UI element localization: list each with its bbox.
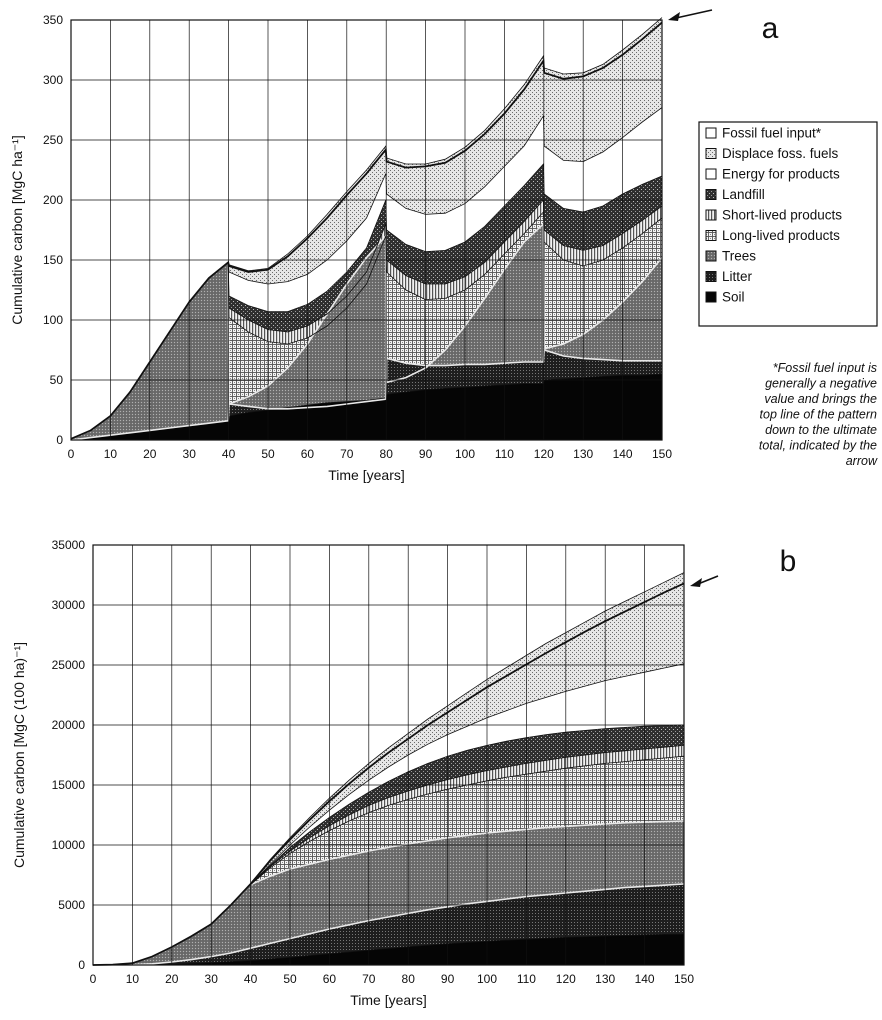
y-tick-label: 50 xyxy=(50,373,64,387)
x-tick-label: 60 xyxy=(301,447,315,461)
y-axis-label: Cumulative carbon [MgC (100 ha)⁻¹] xyxy=(11,642,27,868)
x-tick-label: 60 xyxy=(323,972,337,986)
x-tick-label: 80 xyxy=(402,972,416,986)
x-tick-label: 120 xyxy=(556,972,576,986)
legend-swatch-displace-foss-fuels xyxy=(705,148,717,159)
x-tick-label: 150 xyxy=(674,972,694,986)
legend-swatch-soil xyxy=(705,291,717,303)
x-tick-label: 30 xyxy=(205,972,219,986)
legend-swatch-fossil-fuel-input xyxy=(705,127,717,139)
legend-box xyxy=(698,121,878,327)
y-tick-label: 5000 xyxy=(58,898,85,912)
footnote-line: generally a negative xyxy=(765,377,877,391)
legend-swatch-trees xyxy=(705,250,717,262)
plot-frame xyxy=(92,544,685,966)
x-tick-label: 120 xyxy=(534,447,554,461)
x-axis-label: Time [years] xyxy=(328,467,405,483)
x-tick-label: 90 xyxy=(419,447,433,461)
y-tick-label: 10000 xyxy=(52,838,86,852)
chart-b: 0 10 20 30 40 50 60 70 80 90 100 110 120 130 140 150 0 50… xyxy=(11,538,796,1008)
x-tick-label: 70 xyxy=(340,447,354,461)
x-tick-label: 30 xyxy=(183,447,197,461)
y-axis-label: Cumulative carbon [MgC ha⁻¹] xyxy=(9,135,25,324)
x-tick-label: 20 xyxy=(165,972,179,986)
panel-label: a xyxy=(762,12,779,45)
panel-label: b xyxy=(780,545,797,578)
x-tick-label: 50 xyxy=(261,447,275,461)
y-tick-label: 15000 xyxy=(52,778,86,792)
y-tick-label: 0 xyxy=(78,958,85,972)
y-tick-label: 200 xyxy=(43,193,63,207)
x-tick-label: 70 xyxy=(362,972,376,986)
x-tick-label: 40 xyxy=(244,972,258,986)
x-tick-label: 40 xyxy=(222,447,236,461)
x-tick-label: 0 xyxy=(68,447,75,461)
x-tick-label: 150 xyxy=(652,447,672,461)
footnote-line: value and brings the xyxy=(764,392,877,406)
y-tick-label: 250 xyxy=(43,133,63,147)
x-tick-label: 140 xyxy=(613,447,633,461)
legend-swatch-short-lived-products xyxy=(705,209,717,221)
x-tick-label: 50 xyxy=(283,972,297,986)
footnote: *Fossil fuel input is generally a negativ… xyxy=(759,361,878,468)
x-tick-label: 110 xyxy=(517,972,536,986)
legend-label-displace-foss-fuels: Displace foss. fuels xyxy=(722,146,839,161)
x-tick-label: 100 xyxy=(455,447,475,461)
y-tick-label: 30000 xyxy=(52,598,86,612)
area-soil xyxy=(71,374,662,440)
area-soil xyxy=(93,934,684,965)
legend-label-short-lived-products: Short-lived products xyxy=(722,208,842,223)
y-tick-label: 300 xyxy=(43,73,63,87)
footnote-line: *Fossil fuel input is xyxy=(773,361,877,375)
line-litter xyxy=(70,348,662,441)
x-tick-label: 100 xyxy=(477,972,497,986)
total-arrow-line xyxy=(697,575,719,585)
x-tick-label: 140 xyxy=(635,972,655,986)
x-tick-label: 80 xyxy=(380,447,394,461)
y-tick-label: 35000 xyxy=(52,538,86,552)
legend-label-energy-for-products: Energy for products xyxy=(722,167,840,182)
legend-swatch-long-lived-products xyxy=(705,230,717,241)
x-tick-label: 10 xyxy=(104,447,118,461)
total-arrow-head xyxy=(690,578,702,587)
y-tick-label: 20000 xyxy=(52,718,86,732)
x-tick-label: 20 xyxy=(143,447,157,461)
y-tick-label: 150 xyxy=(43,253,63,267)
y-tick-label: 25000 xyxy=(52,658,86,672)
footnote-line: arrow xyxy=(846,454,878,468)
legend-label-long-lived-products: Long-lived products xyxy=(722,228,840,243)
legend-label-soil: Soil xyxy=(722,290,745,305)
plot-frame xyxy=(70,19,663,441)
legend-swatch-landfill xyxy=(705,189,717,200)
x-tick-label: 130 xyxy=(573,447,593,461)
footnote-line: top line of the pattern xyxy=(760,408,877,422)
legend-label-trees: Trees xyxy=(722,249,756,264)
footnote-line: down to the ultimate xyxy=(765,423,877,437)
footnote-line: total, indicated by the xyxy=(759,439,877,453)
line-soil xyxy=(93,933,685,966)
line-litter xyxy=(93,883,685,966)
x-tick-label: 110 xyxy=(495,447,514,461)
y-tick-label: 100 xyxy=(43,313,63,327)
legend-label-landfill: Landfill xyxy=(722,187,765,202)
total-arrow-line xyxy=(675,9,713,19)
x-tick-label: 0 xyxy=(90,972,97,986)
x-tick-label: 90 xyxy=(441,972,455,986)
x-tick-label: 130 xyxy=(595,972,615,986)
chart-a: 0 10 20 30 40 50 60 70 80 90 100 110 120 130 140 150 0 50… xyxy=(9,9,779,483)
y-tick-label: 350 xyxy=(43,13,63,27)
legend-swatch-litter xyxy=(705,271,717,282)
y-tick-label: 0 xyxy=(56,433,63,447)
legend: Fossil fuel input* Displace foss. fuels En… xyxy=(698,121,878,327)
line-fossil-fuel-input xyxy=(70,21,663,440)
legend-swatch-energy-for-products xyxy=(705,168,717,180)
x-tick-label: 10 xyxy=(126,972,140,986)
total-arrow-head xyxy=(668,12,680,21)
legend-label-fossil-fuel-input: Fossil fuel input* xyxy=(722,126,822,141)
legend-label-litter: Litter xyxy=(722,269,753,284)
x-axis-label: Time [years] xyxy=(350,992,427,1008)
line-fossil-fuel-input xyxy=(92,582,685,966)
